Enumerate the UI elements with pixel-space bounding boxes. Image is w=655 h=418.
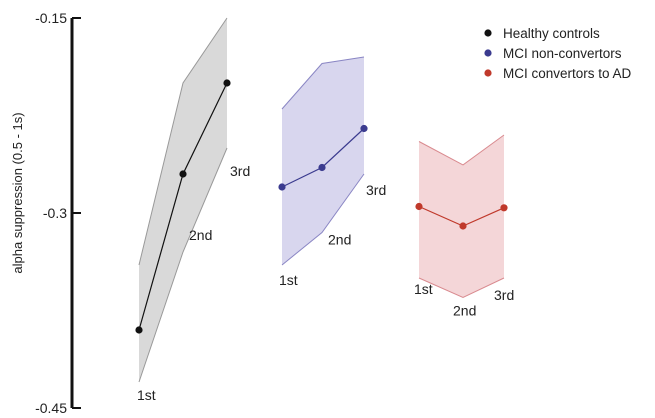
band-lower-edge bbox=[418, 277, 505, 299]
y-axis: -0.15 -0.3 -0.45 alpha suppression (0.5 - 1… bbox=[10, 10, 81, 416]
data-point bbox=[415, 202, 423, 211]
band-lower-edge bbox=[281, 173, 365, 266]
confidence-bands bbox=[138, 17, 505, 383]
band-upper-edge bbox=[418, 134, 505, 166]
point-label: 2nd bbox=[328, 232, 351, 248]
data-point bbox=[500, 204, 508, 212]
legend-marker bbox=[484, 49, 492, 57]
y-tick-label: -0.45 bbox=[35, 400, 67, 416]
data-point bbox=[278, 183, 286, 191]
confidence-band bbox=[139, 18, 227, 382]
point-label: 2nd bbox=[453, 303, 476, 319]
point-label: 1st bbox=[137, 387, 156, 403]
band-upper-edge bbox=[281, 56, 365, 110]
point-labels: 1st 2nd 3rd 1st 2nd 3rd 1st 2nd 3rd bbox=[137, 163, 514, 403]
legend-label: MCI non-convertors bbox=[503, 46, 622, 61]
legend-marker bbox=[484, 69, 492, 77]
y-tick-label: -0.15 bbox=[35, 10, 67, 26]
point-label: 1st bbox=[279, 272, 298, 288]
legend-label: Healthy controls bbox=[503, 26, 600, 41]
data-points bbox=[135, 79, 508, 334]
data-point bbox=[318, 163, 326, 172]
confidence-band bbox=[282, 57, 364, 265]
y-axis-title: alpha suppression (0.5 - 1s) bbox=[10, 112, 25, 273]
data-point bbox=[135, 326, 143, 334]
data-point bbox=[223, 79, 231, 87]
data-point bbox=[179, 170, 187, 178]
point-label: 3rd bbox=[494, 287, 514, 303]
band-lower-edge bbox=[138, 147, 228, 383]
point-label: 3rd bbox=[230, 163, 250, 179]
band-upper-edge bbox=[138, 17, 228, 266]
data-point bbox=[459, 222, 467, 230]
legend: Healthy controls MCI non-convertors MCI co… bbox=[484, 26, 632, 81]
y-tick-label: -0.3 bbox=[43, 205, 67, 221]
confidence-band bbox=[419, 135, 504, 298]
point-label: 1st bbox=[414, 281, 433, 297]
data-point bbox=[360, 124, 368, 133]
legend-marker bbox=[484, 29, 492, 37]
legend-label: MCI convertors to AD bbox=[503, 66, 632, 81]
point-label: 2nd bbox=[189, 227, 212, 243]
point-label: 3rd bbox=[366, 182, 386, 198]
